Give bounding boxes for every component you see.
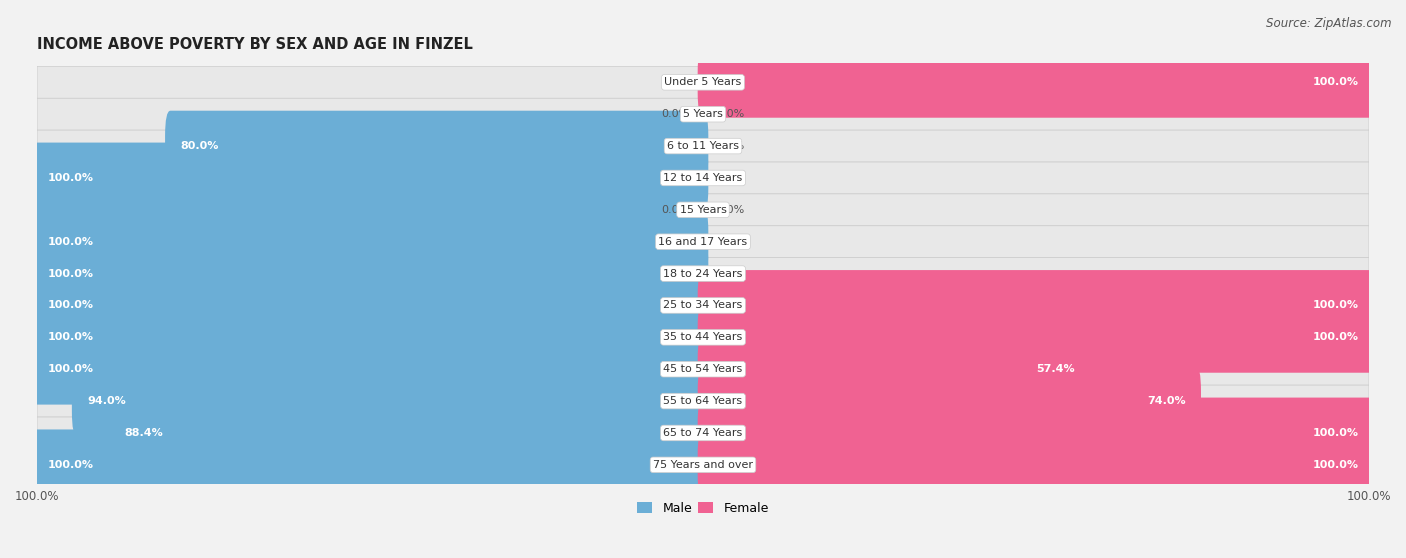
FancyBboxPatch shape	[37, 162, 1369, 194]
FancyBboxPatch shape	[697, 430, 1374, 500]
Legend: Male, Female: Male, Female	[633, 497, 773, 520]
FancyBboxPatch shape	[697, 270, 1374, 341]
Text: 100.0%: 100.0%	[48, 237, 93, 247]
FancyBboxPatch shape	[697, 302, 1374, 373]
Text: 100.0%: 100.0%	[1313, 300, 1358, 310]
FancyBboxPatch shape	[697, 365, 1201, 436]
Text: 100.0%: 100.0%	[48, 333, 93, 343]
Text: Source: ZipAtlas.com: Source: ZipAtlas.com	[1267, 17, 1392, 30]
FancyBboxPatch shape	[37, 290, 1369, 321]
Text: 100.0%: 100.0%	[1313, 428, 1358, 438]
Text: 0.0%: 0.0%	[716, 141, 745, 151]
FancyBboxPatch shape	[37, 130, 1369, 162]
Text: 0.0%: 0.0%	[661, 109, 690, 119]
Text: 100.0%: 100.0%	[48, 300, 93, 310]
Text: 0.0%: 0.0%	[716, 173, 745, 183]
Text: 0.0%: 0.0%	[716, 268, 745, 278]
FancyBboxPatch shape	[37, 321, 1369, 353]
FancyBboxPatch shape	[32, 270, 709, 341]
Text: 35 to 44 Years: 35 to 44 Years	[664, 333, 742, 343]
Text: 18 to 24 Years: 18 to 24 Years	[664, 268, 742, 278]
Text: 88.4%: 88.4%	[125, 428, 163, 438]
FancyBboxPatch shape	[37, 449, 1369, 481]
FancyBboxPatch shape	[37, 226, 1369, 258]
Text: INCOME ABOVE POVERTY BY SEX AND AGE IN FINZEL: INCOME ABOVE POVERTY BY SEX AND AGE IN F…	[37, 37, 474, 52]
Text: 100.0%: 100.0%	[1313, 333, 1358, 343]
FancyBboxPatch shape	[32, 238, 709, 309]
FancyBboxPatch shape	[37, 353, 1369, 385]
Text: 80.0%: 80.0%	[180, 141, 219, 151]
FancyBboxPatch shape	[697, 334, 1091, 405]
Text: 0.0%: 0.0%	[661, 78, 690, 88]
Text: 25 to 34 Years: 25 to 34 Years	[664, 300, 742, 310]
Text: 0.0%: 0.0%	[716, 205, 745, 215]
Text: 0.0%: 0.0%	[661, 205, 690, 215]
FancyBboxPatch shape	[37, 194, 1369, 226]
Text: 57.4%: 57.4%	[1036, 364, 1076, 374]
FancyBboxPatch shape	[37, 258, 1369, 290]
Text: Under 5 Years: Under 5 Years	[665, 78, 741, 88]
Text: 100.0%: 100.0%	[48, 460, 93, 470]
Text: 55 to 64 Years: 55 to 64 Years	[664, 396, 742, 406]
Text: 100.0%: 100.0%	[48, 364, 93, 374]
Text: 12 to 14 Years: 12 to 14 Years	[664, 173, 742, 183]
Text: 5 Years: 5 Years	[683, 109, 723, 119]
Text: 74.0%: 74.0%	[1147, 396, 1185, 406]
Text: 45 to 54 Years: 45 to 54 Years	[664, 364, 742, 374]
Text: 75 Years and over: 75 Years and over	[652, 460, 754, 470]
FancyBboxPatch shape	[37, 385, 1369, 417]
FancyBboxPatch shape	[165, 110, 709, 181]
FancyBboxPatch shape	[37, 98, 1369, 130]
Text: 0.0%: 0.0%	[716, 237, 745, 247]
FancyBboxPatch shape	[37, 66, 1369, 98]
FancyBboxPatch shape	[32, 143, 709, 213]
FancyBboxPatch shape	[72, 365, 709, 436]
Text: 94.0%: 94.0%	[87, 396, 127, 406]
FancyBboxPatch shape	[32, 430, 709, 500]
Text: 16 and 17 Years: 16 and 17 Years	[658, 237, 748, 247]
FancyBboxPatch shape	[32, 302, 709, 373]
FancyBboxPatch shape	[697, 47, 1374, 118]
Text: 15 Years: 15 Years	[679, 205, 727, 215]
FancyBboxPatch shape	[32, 334, 709, 405]
Text: 6 to 11 Years: 6 to 11 Years	[666, 141, 740, 151]
FancyBboxPatch shape	[37, 417, 1369, 449]
Text: 100.0%: 100.0%	[1313, 460, 1358, 470]
Text: 100.0%: 100.0%	[48, 173, 93, 183]
FancyBboxPatch shape	[697, 398, 1374, 468]
FancyBboxPatch shape	[32, 206, 709, 277]
FancyBboxPatch shape	[110, 398, 709, 468]
Text: 100.0%: 100.0%	[1313, 78, 1358, 88]
Text: 65 to 74 Years: 65 to 74 Years	[664, 428, 742, 438]
Text: 0.0%: 0.0%	[716, 109, 745, 119]
Text: 100.0%: 100.0%	[48, 268, 93, 278]
